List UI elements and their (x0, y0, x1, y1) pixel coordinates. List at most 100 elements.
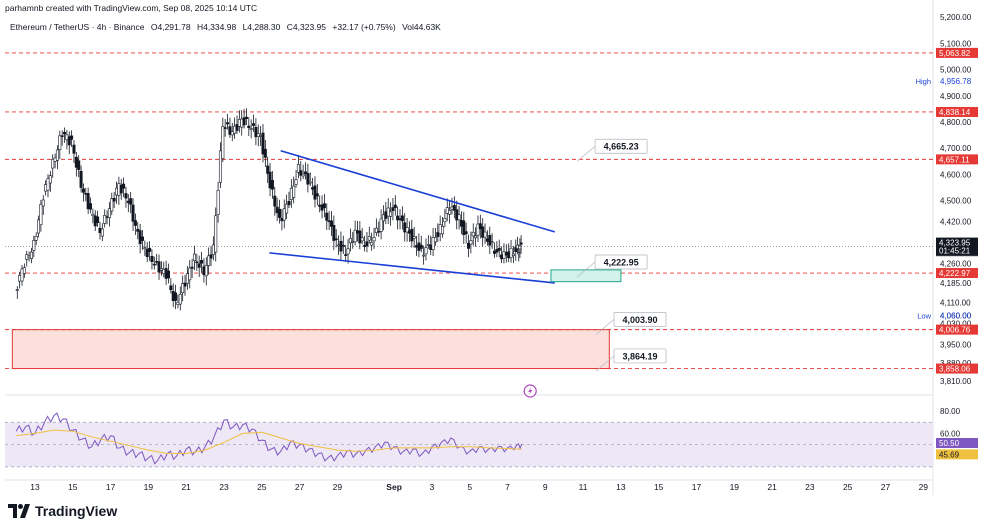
candle-up (44, 184, 48, 192)
candle-down (140, 236, 144, 241)
candle-down (462, 220, 466, 236)
axis-badge: 4,306.19 (939, 247, 971, 256)
legend-close: C4,323.95 (286, 22, 326, 32)
candle-down (98, 227, 102, 233)
price-tick-label: 5,200.00 (940, 13, 972, 22)
candle-down (202, 266, 206, 275)
candle-up (285, 203, 289, 214)
candle-up (159, 268, 163, 271)
candle-up (211, 244, 215, 255)
candle-up (249, 128, 253, 130)
date-tick-label: 3 (430, 482, 435, 492)
legend-volume: Vol44.63K (402, 22, 441, 32)
candle-down (77, 160, 81, 170)
candle-down (138, 230, 142, 245)
candle-up (294, 179, 298, 185)
candle-up (372, 237, 376, 242)
candle-up (282, 208, 286, 221)
candle-up (360, 237, 364, 242)
last-price-badge (936, 237, 978, 256)
candle-down (150, 255, 154, 262)
candle-up (46, 178, 50, 191)
candle-up (256, 133, 260, 137)
candle-up (39, 204, 43, 226)
callout-pointer (595, 319, 615, 335)
axis-badge: 5,063.82 (939, 49, 971, 58)
candle-up (337, 244, 341, 247)
candle-down (268, 171, 272, 189)
candle-down (363, 245, 367, 247)
axis-badge: 4,838.14 (939, 108, 971, 117)
candle-up (48, 175, 52, 184)
candle-up (204, 265, 208, 277)
candle-up (58, 135, 62, 150)
candle-down (377, 230, 381, 233)
date-tick-label: 23 (805, 482, 815, 492)
candle-down (403, 222, 407, 233)
candle-up (27, 255, 31, 258)
candle-up (509, 247, 513, 258)
candle-up (433, 237, 437, 243)
candle-up (91, 213, 95, 216)
candle-up (230, 131, 234, 136)
price-tick-label: 4,900.00 (940, 92, 972, 101)
candle-down (493, 250, 497, 254)
date-tick-label: 29 (333, 482, 343, 492)
candle-down (60, 135, 64, 137)
callout-box (594, 254, 648, 270)
candle-up (37, 219, 41, 234)
candle-down (84, 193, 88, 195)
candle-down (74, 156, 78, 168)
candle-up (185, 273, 189, 284)
candle-up (55, 149, 59, 161)
price-tick-label: 4,260.00 (940, 259, 972, 268)
date-tick-label: 13 (616, 482, 626, 492)
candle-down (452, 205, 456, 211)
candle-down (398, 218, 402, 220)
candle-down (507, 251, 511, 259)
candle-up (422, 254, 426, 257)
candle-up (445, 207, 449, 214)
candle-down (467, 242, 471, 249)
last-price-value: 4,323.95 (939, 239, 971, 248)
candle-down (152, 263, 156, 266)
date-tick-label: 25 (257, 482, 267, 492)
axis-badge-bg (936, 246, 978, 257)
candle-down (459, 220, 463, 227)
candle-up (51, 159, 55, 169)
candle-down (136, 228, 140, 232)
candle-down (174, 292, 178, 301)
candle-down (171, 290, 175, 302)
candle-up (221, 126, 225, 159)
candle-up (443, 218, 447, 223)
candle-down (67, 136, 71, 146)
candle-up (438, 224, 442, 234)
date-tick-label: 5 (467, 482, 472, 492)
candle-up (370, 242, 374, 246)
callout-pointer (576, 145, 596, 162)
candle-down (266, 165, 270, 174)
candle-up (379, 218, 383, 232)
candle-up (178, 293, 182, 305)
candle-up (143, 247, 147, 250)
candle-up (289, 188, 293, 200)
candle-up (53, 157, 57, 162)
candle-down (322, 203, 326, 209)
axis-badge: 3,858.06 (939, 365, 971, 374)
candle-down (86, 193, 90, 210)
high-label: High (916, 77, 931, 86)
price-tick-label: 3,810.00 (940, 377, 972, 386)
candle-down (209, 254, 213, 259)
tradingview-brand[interactable]: TradingView (8, 503, 117, 519)
candle-up (237, 119, 241, 127)
date-tick-label: 19 (144, 482, 154, 492)
candle-up (351, 241, 355, 243)
candle-down (226, 122, 230, 125)
creator-line: parhamnb created with TradingView.com, S… (5, 3, 258, 13)
legend-symbol[interactable]: Ethereum / TetherUS · 4h · Binance (10, 22, 145, 32)
candle-down (504, 252, 508, 256)
lightning-icon-glyph (528, 387, 533, 395)
candle-up (348, 237, 352, 244)
candle-down (436, 232, 440, 237)
